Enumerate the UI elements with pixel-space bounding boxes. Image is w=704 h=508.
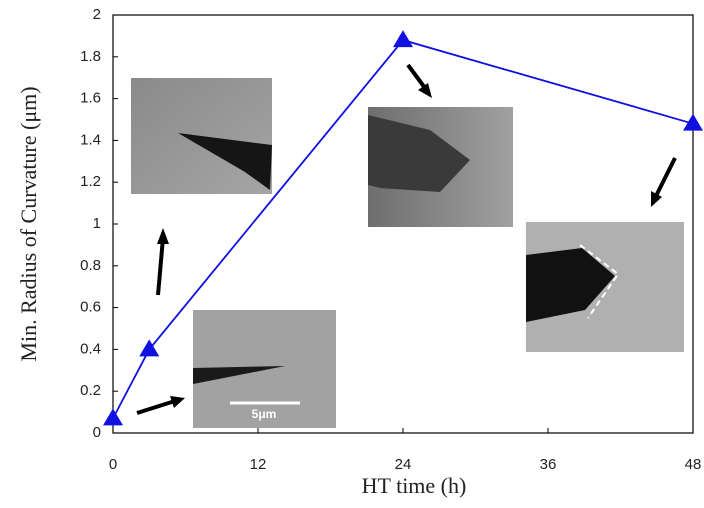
- y-tick-label: 1: [93, 215, 101, 232]
- x-tick-label: 0: [109, 456, 117, 473]
- arrowhead: [651, 191, 662, 207]
- y-tick-label: 1.2: [80, 173, 101, 190]
- y-tick-label: 0.2: [80, 382, 101, 399]
- x-axis-title: HT time (h): [362, 473, 467, 498]
- marker: [139, 339, 160, 357]
- arrow: [136, 399, 176, 415]
- marker: [393, 30, 413, 48]
- arrowhead: [157, 228, 169, 244]
- y-tick-label: 1.4: [80, 131, 101, 148]
- y-tick-label: 1.8: [80, 48, 101, 65]
- arrowhead: [170, 396, 185, 408]
- scale-label: 5μm: [252, 407, 277, 421]
- y-tick-label: 0: [93, 424, 101, 441]
- series-line: [112, 39, 694, 419]
- x-tick-label: 36: [540, 456, 557, 473]
- y-tick-label: 0.4: [80, 340, 101, 357]
- arrow: [156, 237, 165, 296]
- crack: [193, 366, 285, 384]
- marker: [683, 113, 703, 131]
- arrowhead: [418, 83, 432, 98]
- inset-images: 5μm: [131, 78, 684, 428]
- y-tick-label: 0.8: [80, 257, 101, 274]
- crack: [368, 115, 470, 192]
- y-tick-label: 2: [93, 6, 101, 23]
- x-tick-label: 48: [685, 456, 702, 473]
- x-tick-label: 12: [250, 456, 267, 473]
- angle-guide: [579, 244, 620, 319]
- y-tick-label: 0.6: [80, 299, 101, 316]
- y-axis-title: Min. Radius of Curvature (μm): [16, 86, 41, 361]
- crack: [526, 248, 615, 322]
- crack: [178, 133, 272, 190]
- marker: [103, 408, 123, 426]
- arrows: [136, 63, 677, 415]
- arrow: [406, 63, 427, 90]
- x-tick-label: 24: [395, 456, 412, 473]
- y-tick-label: 1.6: [80, 90, 101, 107]
- arrow: [654, 157, 677, 197]
